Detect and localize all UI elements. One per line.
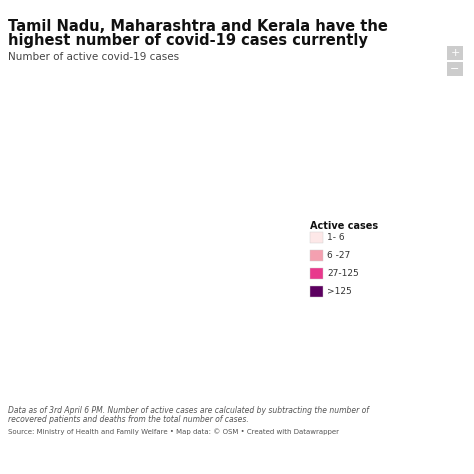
Text: >125: >125 xyxy=(327,287,352,296)
Text: 6 -27: 6 -27 xyxy=(327,251,350,260)
Text: 1- 6: 1- 6 xyxy=(327,233,345,242)
Text: Number of active covid-19 cases: Number of active covid-19 cases xyxy=(8,52,179,62)
Bar xyxy=(310,286,323,297)
Text: +: + xyxy=(450,48,460,58)
Text: 27-125: 27-125 xyxy=(327,269,359,278)
Bar xyxy=(447,46,463,60)
Text: Data as of 3rd April 6 PM. Number of active cases are calculated by subtracting : Data as of 3rd April 6 PM. Number of act… xyxy=(8,406,369,415)
Bar xyxy=(310,232,323,243)
Bar xyxy=(447,62,463,76)
Bar xyxy=(310,250,323,261)
Text: recovered patients and deaths from the total number of cases.: recovered patients and deaths from the t… xyxy=(8,415,249,424)
Text: highest number of covid-19 cases currently: highest number of covid-19 cases current… xyxy=(8,33,368,48)
Text: Tamil Nadu, Maharashtra and Kerala have the: Tamil Nadu, Maharashtra and Kerala have … xyxy=(8,19,388,34)
Bar xyxy=(310,268,323,279)
Text: Source: Ministry of Health and Family Welfare • Map data: © OSM • Created with D: Source: Ministry of Health and Family We… xyxy=(8,428,339,435)
Text: Active cases: Active cases xyxy=(310,221,378,231)
Text: −: − xyxy=(450,64,460,74)
